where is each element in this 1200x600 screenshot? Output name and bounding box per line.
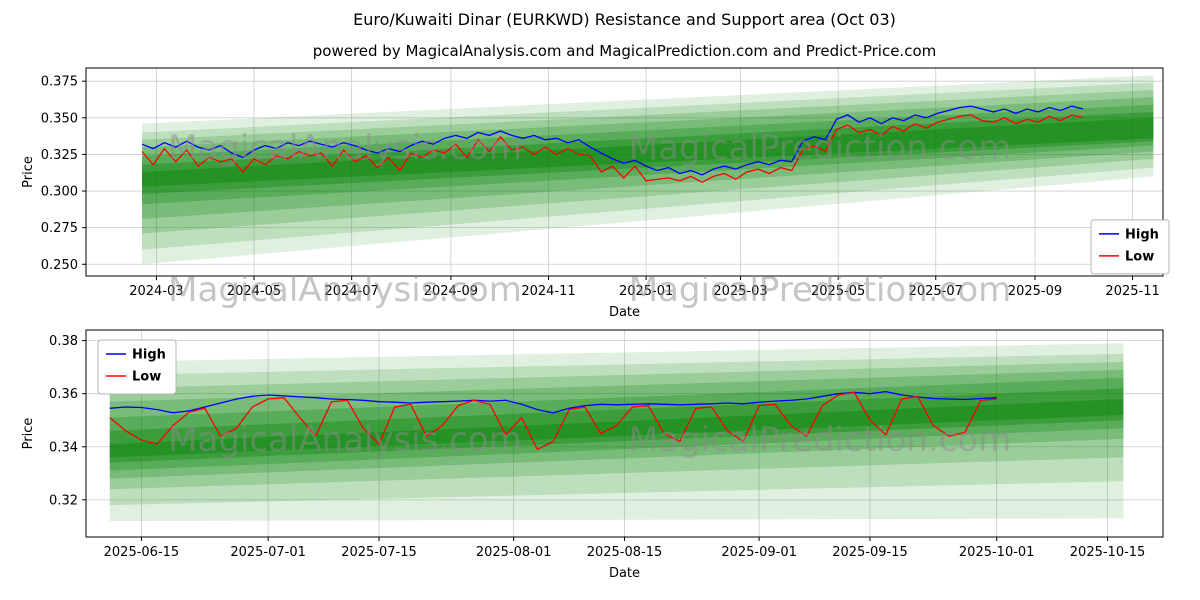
x-axis-label: Date [609, 305, 640, 318]
x-tick-label: 2024-07 [324, 284, 378, 299]
support-resistance-band [109, 353, 1124, 506]
y-tick-label: 0.36 [49, 387, 78, 402]
y-axis-label: Price [21, 418, 36, 450]
x-tick-label: 2025-09 [1008, 284, 1062, 299]
bottom-chart: 2025-06-15 2025-07-01 2025-07-15 2025-08-01… [21, 329, 1164, 581]
y-tick-label: 0.38 [49, 334, 78, 349]
low-line [109, 391, 997, 451]
chart-title: Euro/Kuwaiti Dinar (EURKWD) Resistance a… [353, 10, 896, 29]
support-resistance-band [142, 117, 1154, 187]
x-tick-label: 2025-05 [811, 284, 865, 299]
y-tick-label: 0.375 [41, 75, 78, 90]
y-tick-label: 0.32 [49, 493, 78, 508]
legend-high-label: High [1125, 227, 1159, 242]
x-tick-label: 2024-11 [521, 284, 575, 299]
x-tick-label: 2025-09-15 [832, 545, 908, 560]
y-tick-label: 0.34 [49, 440, 78, 455]
x-tick-label: 2024-05 [227, 284, 281, 299]
y-tick-label: 0.275 [41, 221, 78, 236]
legend-low-label: Low [1125, 249, 1154, 264]
support-resistance-band [142, 75, 1154, 265]
support-resistance-band [109, 399, 1124, 458]
x-tick-label: 2025-09-01 [721, 545, 797, 560]
y-axis-label: Price [21, 156, 36, 188]
low-line [141, 114, 1084, 184]
support-resistance-band [142, 111, 1154, 194]
x-tick-label: 2025-03 [713, 284, 767, 299]
x-tick-label: 2025-07-01 [230, 545, 306, 560]
support-resistance-band [109, 369, 1124, 479]
y-tick-label: 0.325 [41, 148, 78, 163]
support-resistance-band [109, 343, 1124, 522]
x-tick-label: 2025-10-01 [959, 545, 1035, 560]
x-tick-label: 2025-08-01 [476, 545, 552, 560]
x-tick-label: 2025-11 [1105, 284, 1159, 299]
x-tick-label: 2025-01 [619, 284, 673, 299]
legend-high-label: High [132, 348, 166, 363]
support-resistance-band [142, 89, 1154, 234]
y-tick-label: 0.300 [41, 185, 78, 200]
high-line [141, 105, 1084, 176]
plot-frame [85, 67, 1164, 277]
x-tick-label: 2025-06-15 [104, 545, 180, 560]
y-tick-label: 0.250 [41, 258, 78, 273]
chart-subtitle: powered by MagicalAnalysis.com and Magic… [312, 42, 937, 60]
x-tick-label: 2024-03 [129, 284, 183, 299]
x-tick-label: 2025-08-15 [587, 545, 663, 560]
x-tick-label: 2024-09 [424, 284, 478, 299]
x-tick-label: 2025-10-15 [1070, 545, 1146, 560]
support-resistance-band [109, 377, 1124, 471]
legend-low-label: Low [132, 370, 161, 385]
x-tick-label: 2025-07-15 [341, 545, 417, 560]
y-tick-label: 0.350 [41, 111, 78, 126]
x-axis-label: Date [609, 566, 640, 581]
top-chart: 2024-03 2024-05 2024-07 2024-09 2024-11 2025-… [21, 67, 1170, 318]
support-resistance-band [142, 97, 1154, 219]
x-tick-label: 2025-07 [909, 284, 963, 299]
